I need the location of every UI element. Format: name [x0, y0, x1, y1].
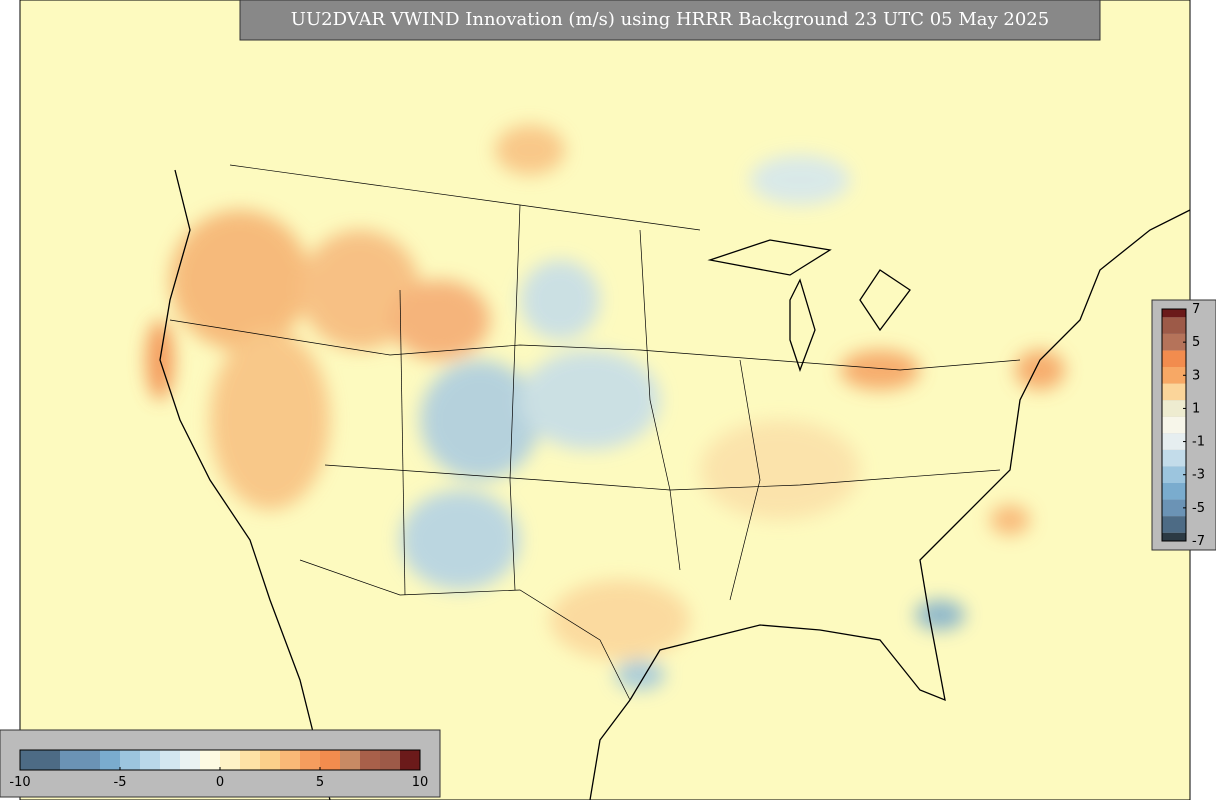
- color-segment: [160, 750, 180, 770]
- color-segment: [1162, 483, 1186, 500]
- title-box: [239, 0, 1101, 41]
- tick-label: -1: [1192, 435, 1205, 450]
- tick-label: 10: [412, 775, 429, 790]
- color-segment: [120, 750, 140, 770]
- color-segment: [300, 750, 320, 770]
- tick-label: -7: [1192, 534, 1205, 549]
- color-segment: [1162, 516, 1186, 533]
- color-segment: [400, 750, 420, 770]
- map-title: UU2DVAR VWIND Innovation (m/s) using HRR…: [291, 9, 1049, 30]
- color-segment: [60, 750, 100, 770]
- colorbar-vertical: 7 5 3 1 -1 -3 -5 -7: [1161, 302, 1205, 549]
- tick-label: 5: [316, 775, 324, 790]
- color-segment: [360, 750, 380, 770]
- color-segment: [1162, 466, 1186, 483]
- color-segment: [1162, 367, 1186, 384]
- color-segment: [100, 750, 120, 770]
- color-segment: [1162, 317, 1186, 334]
- tick-label: 5: [1192, 335, 1200, 350]
- innovation-field: [146, 125, 1065, 690]
- color-segment: [240, 750, 260, 770]
- tick-label: -3: [1192, 468, 1205, 483]
- tick-label: 7: [1192, 302, 1200, 317]
- colorbar-horizontal: -10 -5 0 5 10: [9, 749, 429, 790]
- color-segment: [1162, 532, 1186, 541]
- color-segment: [180, 750, 200, 770]
- color-segment: [1162, 309, 1186, 318]
- tick-label: 0: [216, 775, 224, 790]
- coastlines: [159, 169, 1191, 801]
- tick-label: 3: [1192, 368, 1200, 383]
- color-segment: [260, 750, 280, 770]
- tick-label: -5: [1192, 501, 1205, 516]
- color-segment: [380, 750, 400, 770]
- color-segment: [1162, 499, 1186, 517]
- color-segment: [1162, 416, 1186, 434]
- color-segment: [320, 750, 340, 770]
- colorbar-frame: [1161, 308, 1187, 542]
- color-segment: [1162, 333, 1186, 351]
- color-segment: [200, 750, 220, 770]
- color-segment: [1162, 449, 1186, 467]
- color-segment: [280, 750, 300, 770]
- color-segment: [340, 750, 360, 770]
- tick-label: 1: [1192, 401, 1200, 416]
- tick-label: -10: [9, 775, 30, 790]
- color-segment: [1162, 350, 1186, 367]
- color-segment: [20, 750, 60, 770]
- color-segment: [1162, 383, 1186, 401]
- color-segment: [220, 750, 240, 770]
- color-segment: [1162, 433, 1186, 450]
- tick-label: -5: [114, 775, 127, 790]
- borders: [169, 164, 1021, 701]
- color-segment: [140, 750, 160, 770]
- color-segment: [1162, 400, 1186, 417]
